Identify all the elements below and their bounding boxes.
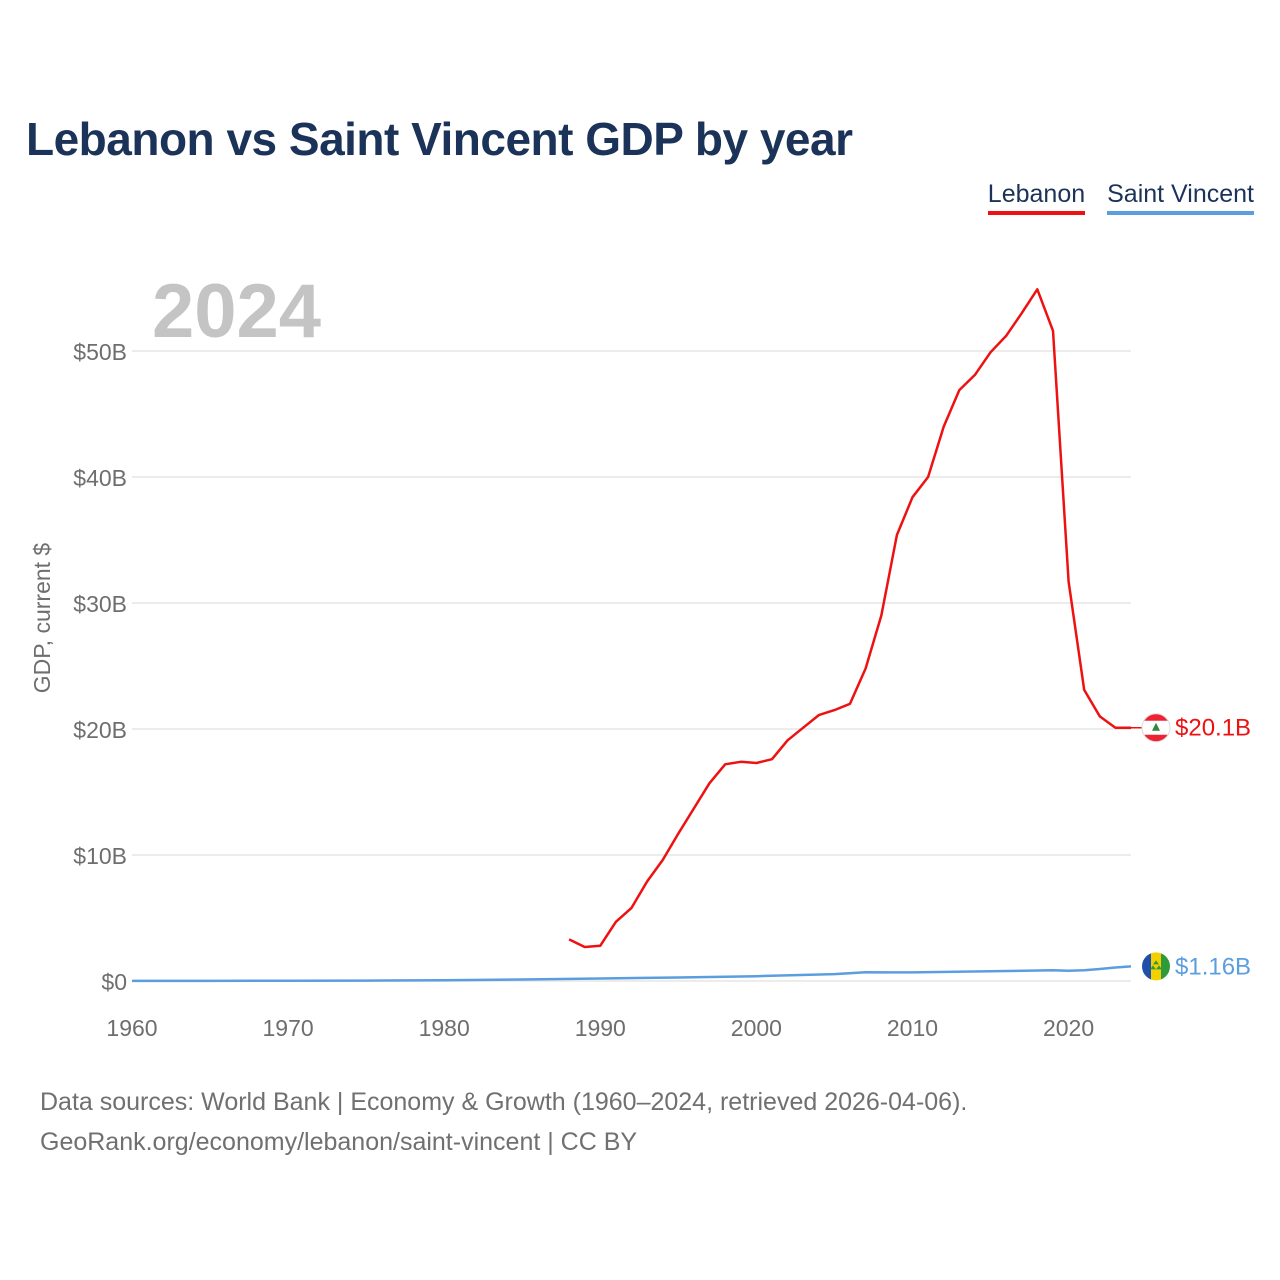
y-axis-label: GDP, current $: [29, 543, 55, 694]
attribution-link[interactable]: GeoRank.org/economy/lebanon/saint-vincen…: [40, 1128, 638, 1156]
y-tick-label: $40B: [73, 465, 127, 491]
saint-vincent-end-value-label: $1.16B: [1175, 953, 1251, 980]
y-tick-label: $10B: [73, 843, 127, 869]
x-tick-label: 2000: [731, 1015, 782, 1041]
y-tick-label: $20B: [73, 717, 127, 743]
x-tick-label: 2020: [1043, 1015, 1094, 1041]
x-tick-label: 1970: [263, 1015, 314, 1041]
x-tick-label: 1980: [419, 1015, 470, 1041]
x-tick-label: 2010: [887, 1015, 938, 1041]
x-tick-label: 1960: [106, 1015, 157, 1041]
data-source-note: Data sources: World Bank | Economy & Gro…: [40, 1088, 968, 1116]
lebanon-flag-icon: [1141, 713, 1171, 743]
series-line-saint-vincent[interactable]: [132, 965, 1132, 983]
y-tick-label: $50B: [73, 339, 127, 365]
y-tick-label: $30B: [73, 591, 127, 617]
legend-item-lebanon[interactable]: Lebanon: [987, 180, 1086, 215]
year-watermark: 2024: [152, 269, 322, 354]
y-tick-label: $0: [101, 969, 127, 995]
legend: Lebanon Saint Vincent: [987, 180, 1254, 215]
x-tick-label: 1990: [575, 1015, 626, 1041]
lebanon-end-value-label: $20.1B: [1175, 715, 1251, 742]
legend-item-saint-vincent[interactable]: Saint Vincent: [1107, 180, 1254, 215]
chart-title: Lebanon vs Saint Vincent GDP by year: [26, 113, 853, 165]
footer: Data sources: World Bank | Economy & Gro…: [40, 1082, 967, 1162]
series-line-lebanon[interactable]: [568, 288, 1131, 949]
saint-vincent-flag-icon: [1142, 952, 1170, 981]
